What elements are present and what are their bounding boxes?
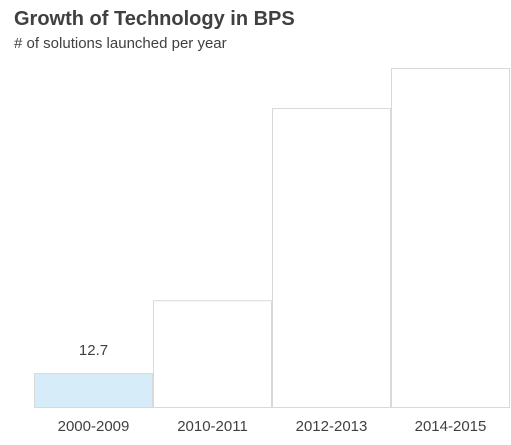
data-label: 12.7 <box>79 342 108 359</box>
chart-title: Growth of Technology in BPS <box>14 8 295 30</box>
category-label: 2014-2015 <box>415 418 487 435</box>
category-label: 2000-2009 <box>58 418 130 435</box>
bar-2012-2013 <box>272 108 391 408</box>
category-label: 2010-2011 <box>177 418 248 435</box>
bar-2010-2011 <box>153 300 272 408</box>
chart-subtitle: # of solutions launched per year <box>14 35 227 52</box>
label-group: 2000-2009 12.7 2010-2011 2012-2013 2014-2015 <box>58 342 487 435</box>
category-label: 2012-2013 <box>296 418 368 435</box>
bar-2000-2009 <box>34 373 153 409</box>
bar-group <box>34 68 510 409</box>
bar-2014-2015 <box>391 68 510 408</box>
